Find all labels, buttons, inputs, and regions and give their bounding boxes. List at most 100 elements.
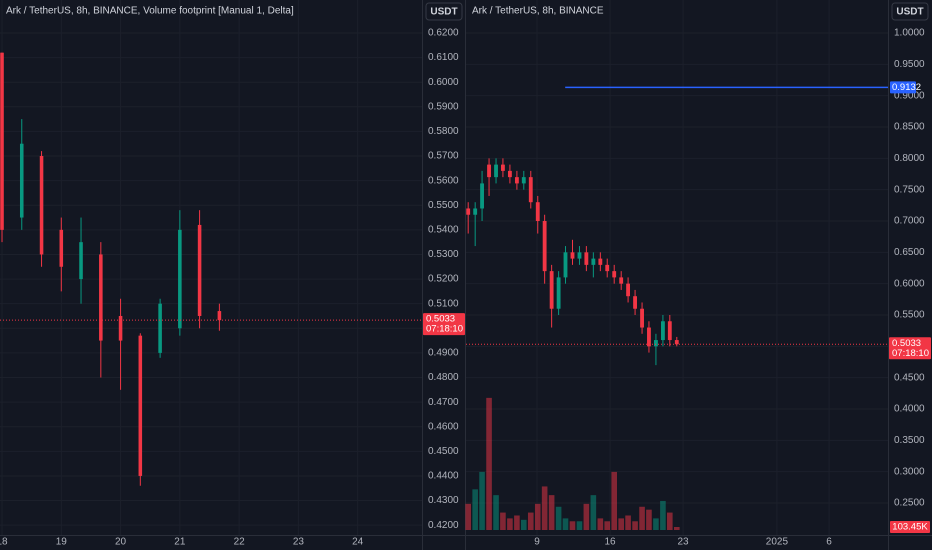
y-tick-label: 0.5400 <box>428 224 459 235</box>
volume-bar <box>472 489 478 530</box>
y-tick-label: 0.9500 <box>894 59 925 70</box>
volume-bar <box>500 512 506 530</box>
x-tick-label: 21 <box>174 537 186 548</box>
volume-bar <box>569 521 576 530</box>
x-tick-label: 16 <box>604 537 616 548</box>
candle-body <box>619 277 624 284</box>
y-tick-label: 0.5900 <box>428 101 459 112</box>
y-tick-label: 0.4500 <box>894 372 925 383</box>
volume-bar <box>514 515 520 530</box>
x-tick-label: 20 <box>115 537 127 548</box>
candle-body <box>598 258 603 265</box>
candle-body <box>59 229 64 267</box>
last-price-label: 0.5033 <box>426 314 455 325</box>
x-tick-label: 6 <box>826 537 832 548</box>
y-tick-label: 0.4700 <box>428 397 459 408</box>
y-tick-label: 0.7500 <box>894 184 925 195</box>
y-tick-label: 1.0000 <box>894 28 925 39</box>
candle-body <box>514 177 519 184</box>
currency-button[interactable] <box>425 2 463 21</box>
horizontal-line-label: 0.9132 <box>892 82 921 93</box>
volume-bar <box>625 515 631 530</box>
x-tick-label: 23 <box>677 537 689 548</box>
y-tick-label: 0.4800 <box>428 372 459 383</box>
candle-body <box>178 229 182 329</box>
volume-bar <box>653 518 659 530</box>
candle-body <box>626 283 631 297</box>
y-tick-label: 0.5700 <box>428 151 459 162</box>
candle-body <box>507 170 512 178</box>
volume-bar <box>590 495 597 530</box>
y-tick-label: 0.4600 <box>428 421 459 432</box>
y-tick-label: 0.4900 <box>428 348 459 359</box>
volume-bar <box>493 495 499 530</box>
volume-badge-text: 103.45K <box>892 522 928 533</box>
candle-body <box>577 252 582 259</box>
candle-body <box>556 277 561 309</box>
volume-bar <box>541 486 548 530</box>
y-tick-label: 0.8000 <box>894 153 925 164</box>
candle-body <box>605 264 610 272</box>
volume-bar <box>639 506 645 530</box>
volume-bar <box>548 495 555 530</box>
y-tick-label: 0.4500 <box>428 446 459 457</box>
candle-body <box>99 254 103 341</box>
y-tick-label: 0.5500 <box>894 310 925 321</box>
volume-bar <box>604 521 611 530</box>
candle-body <box>549 271 554 309</box>
y-tick-label: 0.4300 <box>428 495 459 506</box>
volume-bar <box>618 518 624 530</box>
volume-bar <box>520 519 527 530</box>
candle-body <box>633 296 637 309</box>
candle-body <box>528 177 533 203</box>
candle-body <box>674 340 679 345</box>
y-tick-label: 0.5600 <box>428 175 459 186</box>
candle-body <box>197 224 202 316</box>
volume-bar <box>527 512 534 530</box>
last-price-badge <box>423 313 465 336</box>
y-tick-label: 0.5800 <box>428 126 459 137</box>
volume-badge <box>890 521 930 533</box>
candle-body <box>542 221 547 272</box>
candle-body <box>118 315 123 341</box>
candle-body <box>473 208 478 215</box>
candle-body <box>521 177 526 184</box>
candle-body <box>39 156 44 255</box>
candle-body <box>612 271 617 278</box>
x-tick-label: 18 <box>0 537 8 548</box>
y-tick-label: 0.9000 <box>894 90 925 101</box>
y-tick-label: 0.4200 <box>428 520 459 531</box>
candle-body <box>563 252 568 278</box>
candle-body <box>0 52 4 230</box>
y-tick-label: 0.2500 <box>894 498 925 509</box>
x-tick-label: 19 <box>56 537 68 548</box>
y-tick-label: 0.6500 <box>894 247 925 258</box>
currency-button-text[interactable]: USDT <box>430 7 457 18</box>
volume-bar <box>583 503 590 530</box>
volume-bar <box>534 503 541 530</box>
y-tick-label: 0.3000 <box>894 466 925 477</box>
candle-body <box>584 252 589 265</box>
candle-body <box>466 208 471 215</box>
x-tick-label: 24 <box>352 537 364 548</box>
y-tick-label: 0.4400 <box>428 471 459 482</box>
volume-bar <box>632 521 638 530</box>
candle-body <box>535 202 540 222</box>
candle-body <box>654 340 658 347</box>
volume-bar <box>667 512 673 530</box>
last-price-label: 0.5033 <box>892 338 921 349</box>
candle-body <box>647 327 651 347</box>
last-price-badge <box>889 337 931 360</box>
y-tick-label: 0.5100 <box>428 298 459 309</box>
currency-button-text[interactable]: USDT <box>896 7 923 18</box>
volume-bar <box>576 521 583 530</box>
x-tick-label: 22 <box>234 537 246 548</box>
candle-body <box>19 143 24 218</box>
candle-body <box>667 321 672 341</box>
y-tick-label: 0.8500 <box>894 122 925 133</box>
candle-body <box>138 335 143 476</box>
currency-button[interactable] <box>891 2 929 21</box>
countdown: 07:18:10 <box>892 348 929 359</box>
volume-bar <box>465 503 471 530</box>
